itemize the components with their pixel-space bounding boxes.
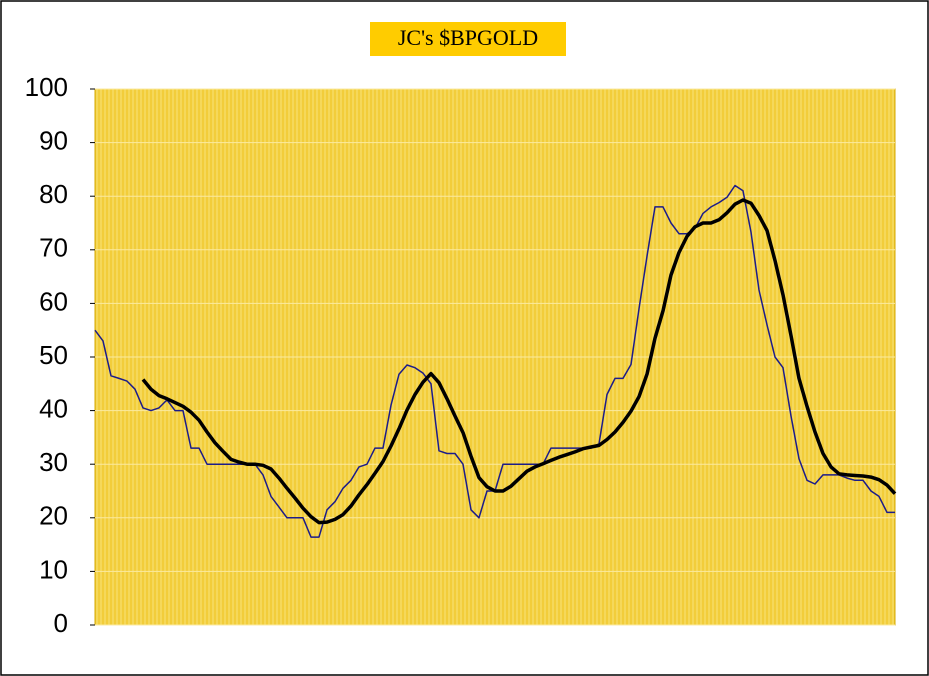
- y-tick-label: 80: [39, 179, 68, 209]
- y-tick-label: 40: [39, 393, 68, 423]
- title-box: [370, 22, 566, 56]
- y-tick-label: 30: [39, 447, 68, 477]
- y-tick-label: 0: [54, 608, 68, 638]
- y-tick-label: 20: [39, 501, 68, 531]
- series-line: [141, 198, 897, 525]
- y-tick-label: 70: [39, 233, 68, 263]
- chart-title: JC's $BPGOLD: [398, 25, 538, 50]
- y-tick-label: 10: [39, 554, 68, 584]
- y-tick-label: 100: [25, 72, 68, 102]
- y-tick-label: 60: [39, 286, 68, 316]
- y-tick-label: 50: [39, 340, 68, 370]
- y-tick-label: 90: [39, 125, 68, 155]
